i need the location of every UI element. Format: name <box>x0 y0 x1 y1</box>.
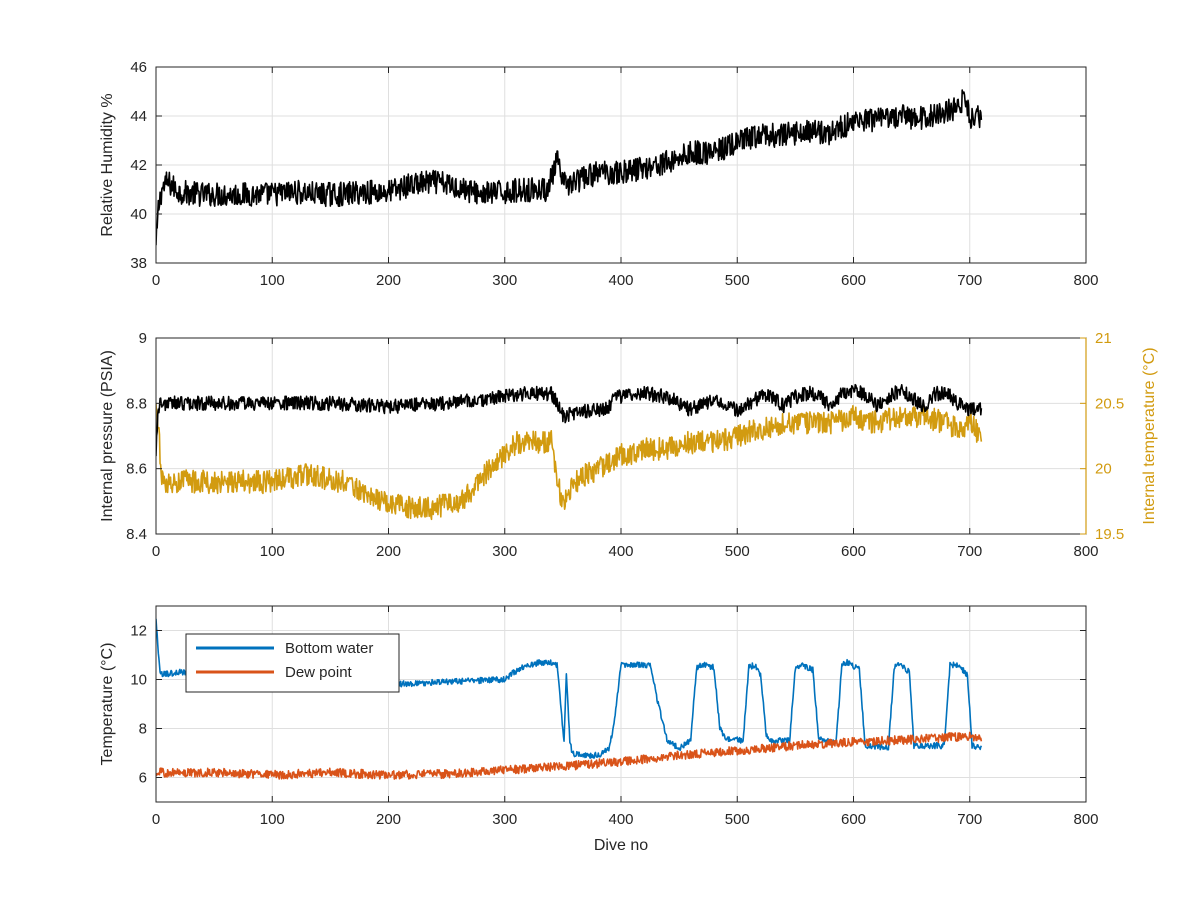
series-line <box>156 383 983 457</box>
x-tick-label: 800 <box>1073 543 1098 560</box>
y-tick-label: 42 <box>130 157 147 174</box>
bottom-water-dewpoint-panel: 0 100 200 300 400 500 600 700 800 6 8 10 12 Temperatu… <box>99 605 1099 854</box>
x-tick-label: 600 <box>841 811 866 828</box>
series-line-right-axis <box>156 403 983 521</box>
legend-label: Dew point <box>285 664 353 681</box>
y-tick-label: 10 <box>130 672 147 689</box>
x-tick-label: 300 <box>492 543 517 560</box>
y-axis-label: Temperature (°C) <box>99 643 116 766</box>
y-tick-label: 44 <box>130 108 147 125</box>
x-tick-label: 300 <box>492 811 517 828</box>
x-tick-label: 700 <box>957 543 982 560</box>
y-tick-label: 8.6 <box>126 461 147 478</box>
series-line <box>156 89 983 246</box>
x-tick-label: 600 <box>841 543 866 560</box>
x-tick-label: 200 <box>376 543 401 560</box>
y-axis-label: Relative Humidity % <box>99 93 116 236</box>
y-axis-label: Internal pressure (PSIA) <box>99 350 116 522</box>
y-tick-label: 6 <box>139 770 147 787</box>
x-tick-label: 400 <box>608 543 633 560</box>
y-tick-label: 8.4 <box>126 526 147 543</box>
x-tick-label: 800 <box>1073 272 1098 289</box>
x-tick-label: 100 <box>260 811 285 828</box>
x-tick-label: 0 <box>152 543 160 560</box>
legend: Bottom water Dew point <box>185 633 400 693</box>
x-tick-label: 700 <box>957 811 982 828</box>
x-tick-label: 500 <box>725 272 750 289</box>
x-tick-label: 200 <box>376 811 401 828</box>
x-axis-label: Dive no <box>594 837 648 854</box>
x-tick-label: 800 <box>1073 811 1098 828</box>
legend-label: Bottom water <box>285 640 373 657</box>
legend-box <box>185 633 400 693</box>
x-tick-label: 400 <box>608 272 633 289</box>
y2-tick-label: 19.5 <box>1095 526 1124 543</box>
y2-tick-label: 21 <box>1095 330 1112 347</box>
y-tick-label: 9 <box>139 330 147 347</box>
x-tick-label: 300 <box>492 272 517 289</box>
y-tick-label: 40 <box>130 206 147 223</box>
x-tick-label: 500 <box>725 811 750 828</box>
x-tick-label: 100 <box>260 272 285 289</box>
series-line-dew-point <box>156 731 983 780</box>
x-tick-label: 600 <box>841 272 866 289</box>
x-tick-label: 400 <box>608 811 633 828</box>
x-tick-label: 700 <box>957 272 982 289</box>
x-tick-label: 200 <box>376 272 401 289</box>
y2-tick-label: 20.5 <box>1095 395 1124 412</box>
x-tick-label: 100 <box>260 543 285 560</box>
x-tick-label: 0 <box>152 811 160 828</box>
y-tick-label: 8 <box>139 721 147 738</box>
x-tick-label: 0 <box>152 272 160 289</box>
x-tick-label: 500 <box>725 543 750 560</box>
pressure-temperature-panel: 0 100 200 300 400 500 600 700 800 8.4 8.6 8.8 9 Inter… <box>99 330 1158 560</box>
y2-axis-label: Internal temperature (°C) <box>1141 347 1158 524</box>
y-tick-label: 38 <box>130 255 147 272</box>
y-tick-label: 8.8 <box>126 395 147 412</box>
humidity-panel: 0 100 200 300 400 500 600 700 800 38 40 42 44 46 Relat… <box>99 59 1099 289</box>
y2-tick-label: 20 <box>1095 461 1112 478</box>
y-tick-label: 12 <box>130 623 147 640</box>
y-tick-label: 46 <box>130 59 147 76</box>
